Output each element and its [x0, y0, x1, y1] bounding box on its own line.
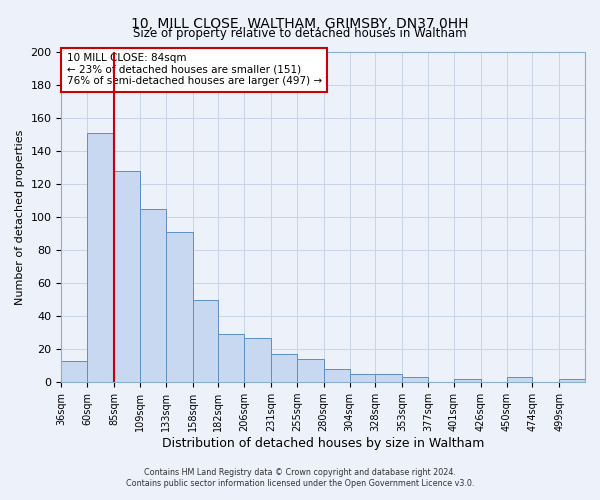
Text: Contains HM Land Registry data © Crown copyright and database right 2024.
Contai: Contains HM Land Registry data © Crown c…: [126, 468, 474, 487]
Bar: [166, 232, 193, 382]
Bar: [376, 374, 402, 382]
Bar: [193, 300, 218, 382]
Bar: [218, 334, 244, 382]
Bar: [114, 170, 140, 382]
Bar: [506, 378, 532, 382]
Text: Size of property relative to detached houses in Waltham: Size of property relative to detached ho…: [133, 28, 467, 40]
Bar: [87, 132, 114, 382]
Bar: [559, 379, 585, 382]
X-axis label: Distribution of detached houses by size in Waltham: Distribution of detached houses by size …: [162, 437, 484, 450]
Y-axis label: Number of detached properties: Number of detached properties: [15, 129, 25, 304]
Bar: [271, 354, 297, 382]
Bar: [297, 359, 324, 382]
Bar: [454, 379, 481, 382]
Bar: [140, 208, 166, 382]
Bar: [324, 369, 350, 382]
Bar: [61, 360, 87, 382]
Text: 10 MILL CLOSE: 84sqm
← 23% of detached houses are smaller (151)
76% of semi-deta: 10 MILL CLOSE: 84sqm ← 23% of detached h…: [67, 53, 322, 86]
Bar: [244, 338, 271, 382]
Bar: [402, 378, 428, 382]
Text: 10, MILL CLOSE, WALTHAM, GRIMSBY, DN37 0HH: 10, MILL CLOSE, WALTHAM, GRIMSBY, DN37 0…: [131, 18, 469, 32]
Bar: [350, 374, 376, 382]
